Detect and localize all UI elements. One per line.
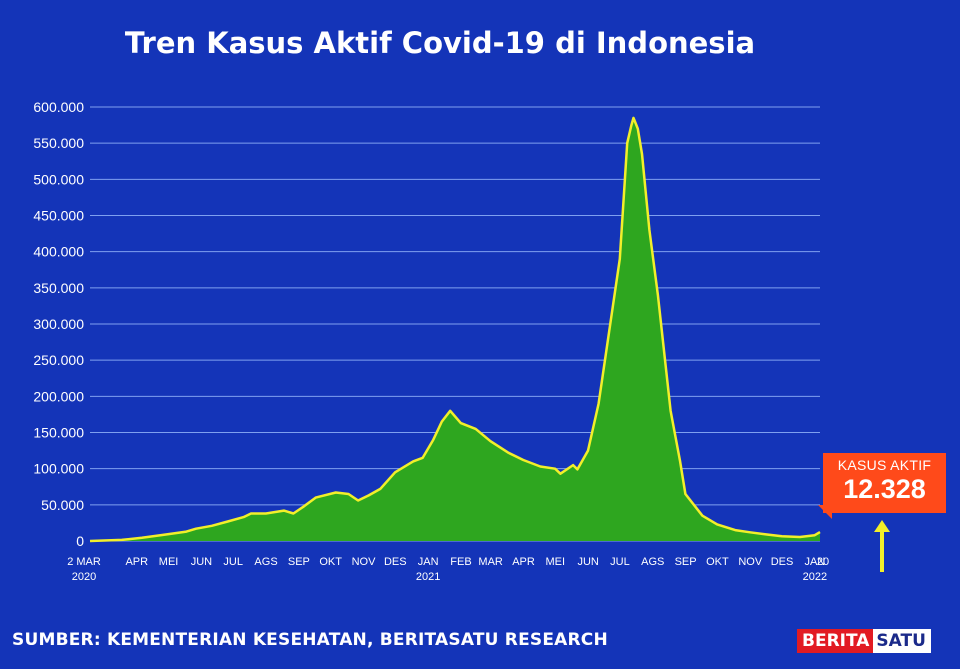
series-line-kasus-aktif: [89, 116, 821, 543]
x-tick-label: NOV: [352, 556, 377, 568]
page-title: Tren Kasus Aktif Covid-19 di Indonesia: [124, 26, 756, 60]
y-tick-label: 400.000: [33, 244, 84, 260]
y-tick-label: 100.000: [33, 461, 84, 477]
x-tick-label: MEI: [159, 556, 179, 568]
x-tick-label: AGS: [641, 556, 664, 568]
x-tick-label: NOV: [738, 556, 763, 568]
chart-series: [89, 116, 821, 543]
x-tick-label: 2 MAR: [67, 556, 101, 568]
series-area-kasus-aktif: [90, 117, 820, 542]
beritasatu-logo: BERITA SATU: [797, 629, 931, 653]
active-cases-callout: KASUS AKTIF 12.328: [823, 453, 946, 513]
logo-part-satu: SATU: [873, 629, 931, 653]
x-tick-label: JUL: [610, 556, 630, 568]
x-tick-year-label: 2021: [416, 571, 440, 583]
x-tick-label: SEP: [288, 556, 310, 568]
x-tick-label: FEB: [450, 556, 471, 568]
y-tick-label: 450.000: [33, 208, 84, 224]
y-tick-label: 550.000: [33, 135, 84, 151]
x-tick-label: MAR: [478, 556, 503, 568]
y-tick-label: 300.000: [33, 316, 84, 332]
callout-pointer: [818, 505, 832, 519]
arrow-up-icon: [874, 520, 890, 572]
x-tick-label: OKT: [706, 556, 729, 568]
x-tick-label: JAN: [418, 556, 439, 568]
x-tick-label: JUN: [577, 556, 598, 568]
y-tick-label: 250.000: [33, 352, 84, 368]
y-axis-tick-labels: 0 50.000 100.000 150.000 200.000 250.000 300.0…: [33, 99, 84, 549]
y-tick-label: 500.000: [33, 171, 84, 187]
logo-part-berita: BERITA: [797, 629, 874, 653]
x-tick-label: MEI: [546, 556, 566, 568]
y-tick-label: 0: [76, 533, 84, 549]
x-tick-year-label: 2020: [72, 571, 96, 583]
y-tick-label: 350.000: [33, 280, 84, 296]
x-tick-label: JAN: [804, 556, 825, 568]
x-tick-label: 20: [817, 556, 829, 568]
y-tick-label: 600.000: [33, 99, 84, 115]
x-tick-label: AGS: [254, 556, 277, 568]
y-tick-label: 200.000: [33, 388, 84, 404]
y-tick-label: 150.000: [33, 425, 84, 441]
x-tick-label: DES: [384, 556, 407, 568]
x-tick-label: APR: [125, 556, 148, 568]
callout-value: 12.328: [843, 474, 926, 504]
x-tick-label: DES: [771, 556, 794, 568]
callout-label: KASUS AKTIF: [837, 457, 932, 473]
x-tick-label: SEP: [675, 556, 697, 568]
y-tick-label: 50.000: [41, 497, 84, 513]
x-tick-year-label: 2022: [803, 571, 827, 583]
x-tick-label: OKT: [319, 556, 342, 568]
x-tick-label: JUL: [223, 556, 243, 568]
x-tick-label: APR: [512, 556, 535, 568]
x-tick-label: JUN: [191, 556, 212, 568]
source-credit: SUMBER: KEMENTERIAN KESEHATAN, BERITASAT…: [12, 630, 608, 650]
